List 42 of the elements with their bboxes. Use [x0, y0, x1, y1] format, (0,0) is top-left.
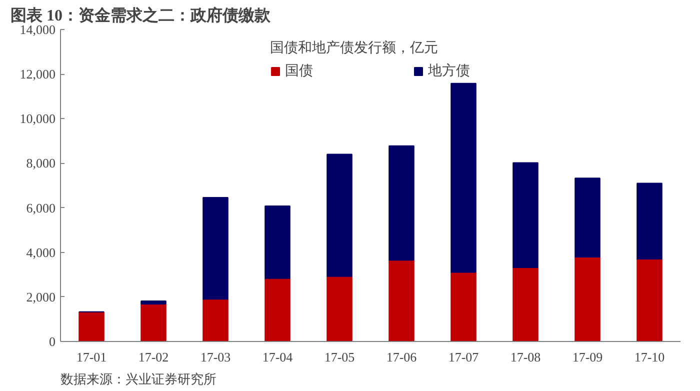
- y-tick-label: 8,000: [26, 156, 56, 171]
- x-tick-label: 17-09: [572, 350, 603, 364]
- bar: [636, 182, 662, 260]
- chart-title: 图表 10：资金需求之二：政府债缴款: [10, 6, 272, 24]
- x-tick-label: 17-04: [262, 350, 294, 364]
- bar: [326, 276, 352, 342]
- source-note: 数据来源：兴业证券研究所: [60, 372, 216, 386]
- legend-label: 国债: [285, 62, 313, 80]
- bar: [78, 311, 104, 342]
- bar: [202, 298, 228, 342]
- bar: [388, 145, 414, 261]
- bar: [388, 260, 414, 342]
- y-tick-label: 6,000: [26, 200, 56, 216]
- legend-title: 国债和地产债发行额，亿元: [270, 39, 439, 57]
- x-tick-label: 17-05: [324, 350, 355, 364]
- bar: [140, 304, 166, 342]
- bar: [140, 300, 166, 305]
- x-tick-label: 17-01: [76, 350, 107, 364]
- y-tick-label: 2,000: [26, 289, 56, 304]
- bar: [202, 197, 228, 300]
- y-tick-label: 12,000: [20, 66, 56, 82]
- y-tick-label: 4,000: [26, 244, 56, 260]
- bar: [264, 206, 290, 279]
- bar: [512, 162, 538, 268]
- bar: [450, 82, 476, 273]
- bar: [264, 278, 290, 342]
- bar: [574, 178, 600, 258]
- legend-label: 地方债: [428, 62, 470, 80]
- bar: [574, 256, 600, 342]
- bar: [512, 267, 538, 342]
- x-tick-label: 17-10: [634, 350, 665, 364]
- y-tick-label: 0: [49, 334, 56, 349]
- x-tick-label: 17-07: [448, 350, 480, 364]
- x-tick-label: 17-02: [138, 350, 169, 364]
- x-tick-label: 17-03: [200, 350, 231, 364]
- bar: [326, 154, 352, 277]
- bar: [450, 272, 476, 342]
- x-tick-label: 17-06: [386, 350, 418, 364]
- bar: [636, 258, 662, 342]
- y-tick-label: 14,000: [20, 22, 56, 37]
- x-tick-label: 17-08: [510, 350, 541, 364]
- y-tick-label: 10,000: [20, 111, 56, 126]
